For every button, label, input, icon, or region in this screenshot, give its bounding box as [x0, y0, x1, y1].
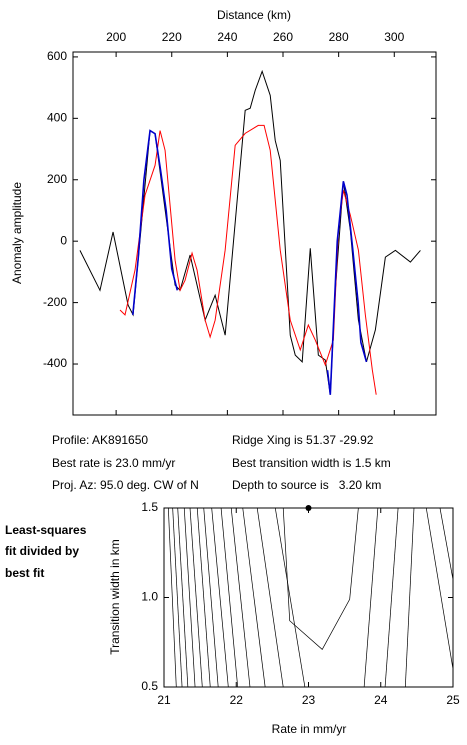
contour-line	[425, 507, 454, 670]
x-tick-label: 21	[157, 693, 171, 707]
y-tick-label: -400	[43, 356, 67, 370]
best-fit-point	[305, 505, 312, 511]
data-line	[132, 129, 368, 395]
contour-line	[274, 507, 306, 688]
contour-line	[439, 507, 454, 580]
info-text: Best rate is 23.0 mm/yr	[52, 456, 175, 470]
contour-line	[167, 507, 177, 688]
contour-line	[242, 507, 266, 688]
x-tick-label: 280	[329, 30, 349, 44]
y-axis-title: Anomaly amplitude	[10, 182, 24, 284]
y-tick-label: 400	[47, 111, 67, 125]
contour-line	[230, 507, 251, 688]
contour-line	[404, 507, 415, 688]
y-tick-label: 0	[60, 233, 67, 247]
y-tick-label: -200	[43, 295, 67, 309]
x-tick-label: 23	[302, 693, 316, 707]
x-tick-label: 24	[374, 693, 388, 707]
info-text: Proj. Az: 95.0 deg. CW of N	[52, 478, 199, 492]
y-tick-label: 1.0	[141, 590, 158, 604]
x-tick-label: 240	[217, 30, 237, 44]
y-axis-title: Transition width in km	[108, 539, 122, 655]
contour-line	[211, 507, 229, 688]
info-text: Profile: AK891650	[52, 433, 148, 447]
info-text: Depth to source is 3.20 km	[232, 478, 381, 492]
contour-line	[203, 507, 219, 688]
y-tick-label: 0.5	[141, 679, 158, 693]
contour-line	[172, 507, 183, 688]
note-text: Least-squares	[5, 523, 87, 537]
contour-line	[363, 507, 379, 688]
plot-frame	[72, 51, 437, 416]
y-tick-label: 600	[47, 49, 67, 63]
x-axis-title: Rate in mm/yr	[272, 722, 347, 736]
contour-line	[256, 507, 284, 688]
x-tick-label: 22	[230, 693, 244, 707]
x-tick-label: 25	[446, 693, 460, 707]
x-tick-label: 220	[162, 30, 182, 44]
y-tick-label: 1.5	[141, 500, 158, 514]
y-tick-label: 200	[47, 172, 67, 186]
x-axis-title: Distance (km)	[217, 8, 291, 22]
contour-line	[384, 507, 399, 688]
note-text: best fit	[5, 566, 44, 580]
x-tick-label: 200	[106, 30, 126, 44]
x-tick-label: 300	[384, 30, 404, 44]
note-text: fit divided by	[5, 544, 79, 558]
contour-line	[189, 507, 203, 688]
info-text: Best transition width is 1.5 km	[232, 456, 391, 470]
contour-line	[177, 507, 189, 688]
contour-line	[220, 507, 239, 688]
info-text: Ridge Xing is 51.37 -29.92	[232, 433, 374, 447]
contour-line	[196, 507, 211, 688]
x-tick-label: 260	[273, 30, 293, 44]
contour-line	[183, 507, 196, 688]
contour-line	[282, 507, 359, 650]
